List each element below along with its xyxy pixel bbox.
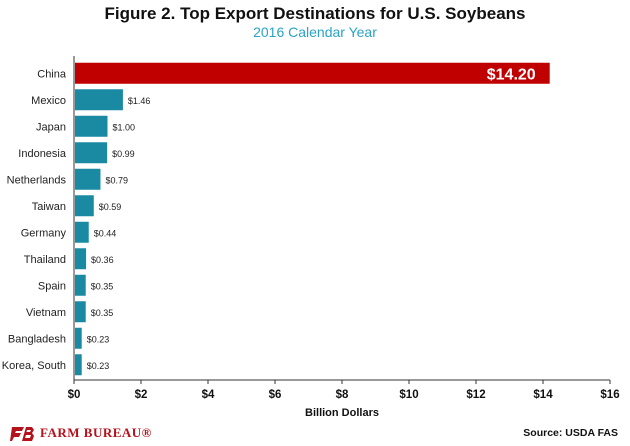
data-label: $0.44 <box>94 228 117 238</box>
x-tick-label: $0 <box>68 389 81 401</box>
bar-germany <box>75 221 89 243</box>
data-label: $1.00 <box>113 122 136 132</box>
category-label: Germany <box>21 227 67 239</box>
x-tick-label: $6 <box>269 389 282 401</box>
bar-thailand <box>75 248 87 270</box>
farm-bureau-logo-text: FARM BUREAU® <box>40 425 152 440</box>
x-tick-label: $14 <box>533 389 553 401</box>
bar-spain <box>75 274 86 296</box>
bar-bangladesh <box>75 327 82 349</box>
source-note: Source: USDA FAS <box>523 427 618 439</box>
farm-bureau-logo-icon <box>10 425 34 441</box>
bar-china <box>75 62 550 84</box>
category-label: Mexico <box>31 95 66 107</box>
x-tick-label: $10 <box>399 389 418 401</box>
data-label: $0.99 <box>112 149 135 159</box>
category-label: Bangladesh <box>8 333 66 345</box>
category-label: Taiwan <box>32 201 66 213</box>
data-label: $0.79 <box>105 175 128 185</box>
category-label: Korea, South <box>2 360 66 372</box>
farm-bureau-logo: FARM BUREAU® <box>10 425 152 441</box>
category-label: Vietnam <box>26 307 66 319</box>
bar-indonesia <box>75 142 108 164</box>
bar-taiwan <box>75 195 94 217</box>
x-axis-title: Billion Dollars <box>305 407 379 419</box>
category-label: Indonesia <box>18 148 67 160</box>
category-label: China <box>37 68 67 80</box>
category-label: Spain <box>38 280 66 292</box>
category-label: Japan <box>36 121 66 133</box>
category-label: Netherlands <box>7 174 67 186</box>
bar-mexico <box>75 89 123 111</box>
bar-netherlands <box>75 168 101 190</box>
x-tick-label: $12 <box>466 389 485 401</box>
data-label: $0.35 <box>91 308 114 318</box>
x-tick-label: $8 <box>336 389 349 401</box>
data-label: $14.20 <box>487 66 536 83</box>
x-tick-label: $4 <box>202 389 215 401</box>
data-label: $0.23 <box>87 361 110 371</box>
chart-subtitle: 2016 Calendar Year <box>253 24 377 40</box>
bar-korea-south <box>75 354 82 376</box>
x-tick-label: $2 <box>135 389 148 401</box>
x-tick-label: $16 <box>600 389 619 401</box>
bar-japan <box>75 115 108 137</box>
category-label: Thailand <box>24 254 66 266</box>
bar-vietnam <box>75 301 86 323</box>
data-label: $0.23 <box>87 334 110 344</box>
chart-title: Figure 2. Top Export Destinations for U.… <box>104 4 526 23</box>
data-label: $1.46 <box>128 96 151 106</box>
data-label: $0.35 <box>91 281 114 291</box>
data-label: $0.36 <box>91 255 114 265</box>
data-label: $0.59 <box>99 202 122 212</box>
footer: FARM BUREAU® Source: USDA FAS <box>0 423 630 445</box>
